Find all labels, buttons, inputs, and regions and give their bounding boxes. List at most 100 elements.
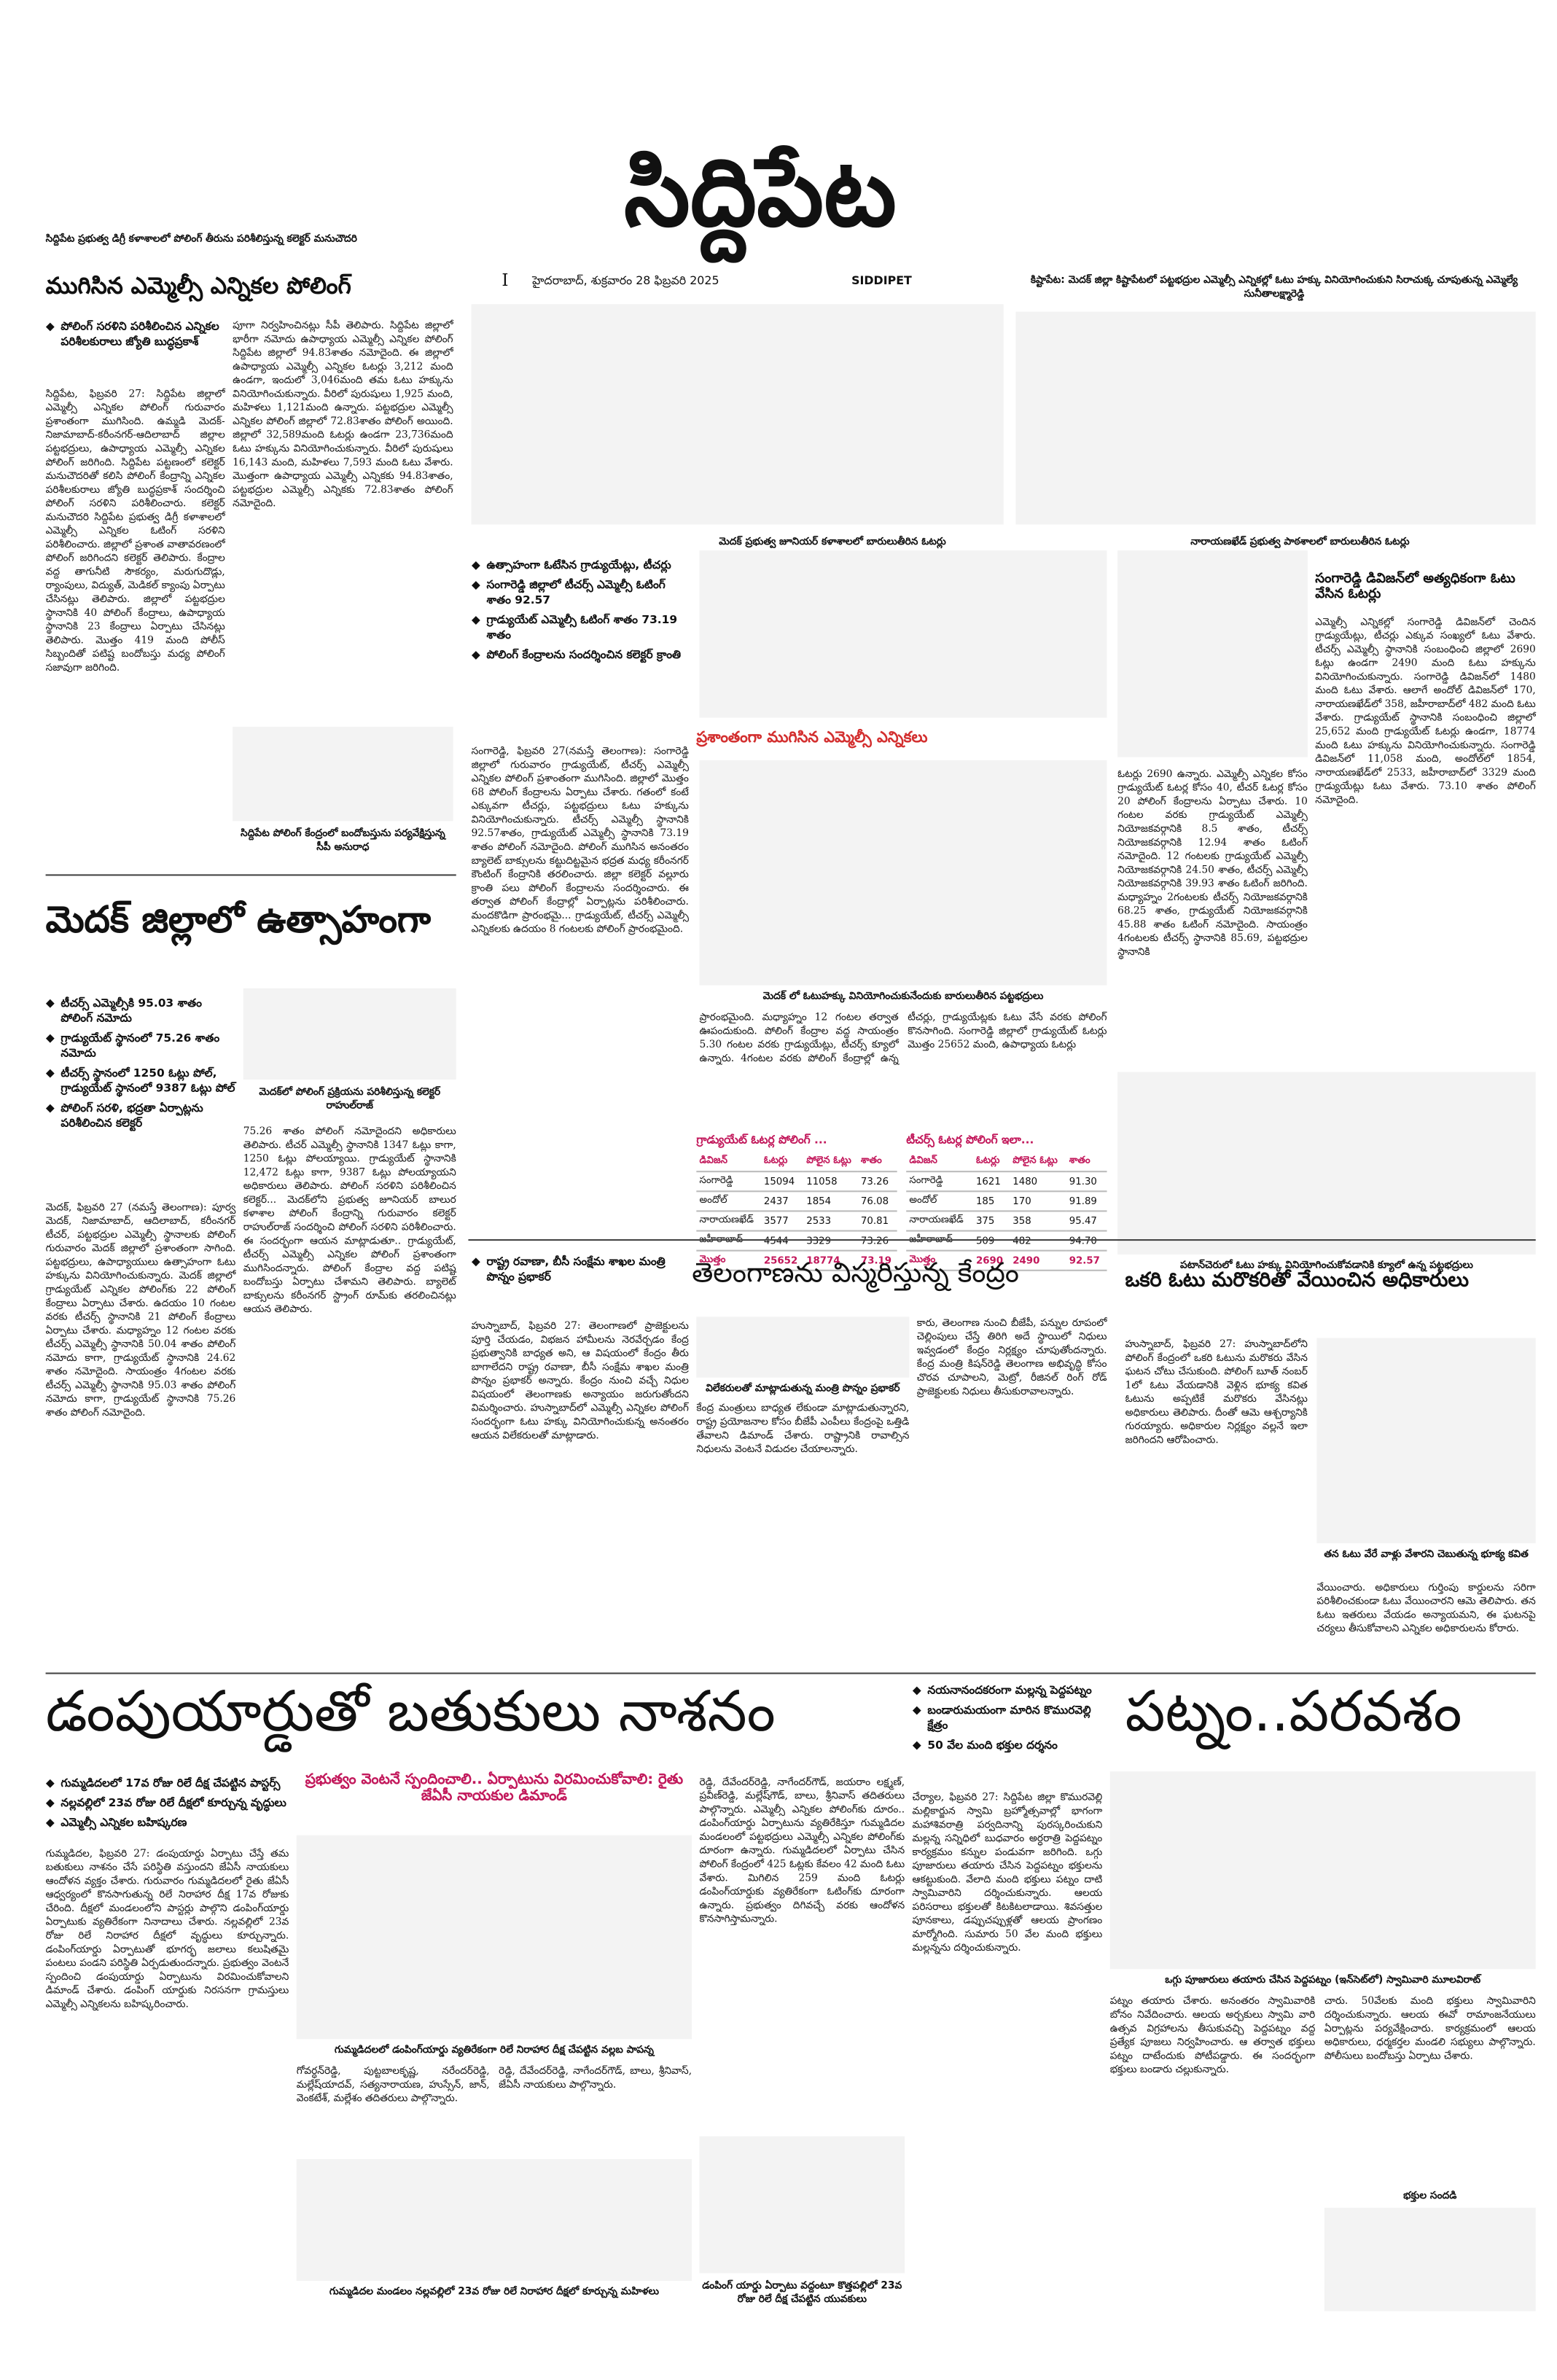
table-block: గ్రాడ్యుయేట్ ఓటర్ల పోలింగ్ ... డివిజన్ ఓటర…: [696, 1133, 897, 1271]
data-table: డివిజన్ ఓటర్లు పోలైన ఓట్లు శాతం సంగారెడ్డి 15…: [696, 1152, 897, 1271]
table-cell: 73.26: [857, 1230, 897, 1252]
divider: [468, 1239, 1536, 1241]
table-cell: అందోల్: [906, 1191, 973, 1212]
table-cell: 18774: [803, 1250, 858, 1271]
bullets: ఉత్సాహంగా ఓటేసిన గ్రాడ్యుయేట్లు, టీచర్లు…: [472, 558, 692, 668]
table-row: జహీరాబాద్ 4544 3329 73.26: [696, 1230, 897, 1252]
body-text: సంగారెడ్డి, ఫిబ్రవరి 27(నమస్తే తెలంగాణ):…: [471, 745, 689, 935]
photo: [1117, 550, 1308, 757]
table-cell: 92.57: [1066, 1250, 1107, 1271]
table-title: గ్రాడ్యుయేట్ ఓటర్ల పోలింగ్ ...: [696, 1132, 827, 1147]
table-cell: 2490: [1010, 1250, 1066, 1271]
table-cell: నారాయణఖేడ్: [906, 1211, 973, 1232]
bullet-item: గుమ్మడిదలలో 17వ రోజు రిలే దీక్ష చేపట్టిన…: [46, 1776, 289, 1791]
bullet-item: 50 వేల మంది భక్తుల దర్శనం: [913, 1738, 1110, 1753]
headline: ప్రశాంతంగా ముగిసిన ఎమ్మెల్సీ ఎన్నికలు: [696, 730, 928, 747]
bullets: రాష్ట్ర రవాణా, బీసీ సంక్షేమ శాఖల మంత్రి …: [472, 1255, 689, 1290]
body-text: సిద్దిపేట, ఫిబ్రవరి 27: సిద్దిపేట జిల్లా…: [45, 387, 225, 674]
photo: [243, 988, 456, 1080]
headline: డంపుయార్డుతో బతుకులు నాశనం: [45, 1678, 776, 1744]
table-cell: 94.70: [1066, 1230, 1107, 1252]
table-cell: సంగారెడ్డి: [906, 1171, 973, 1193]
headline: మెదక్ జిల్లాలో ఉత్సాహంగా: [45, 898, 432, 942]
bullet-item: టీచర్స్ ఎమ్మెల్సీకి 95.03 శాతం పోలింగ్ న…: [46, 996, 236, 1026]
photo: [296, 1835, 692, 2040]
table-cell: ఓటర్లు: [760, 1152, 804, 1173]
table-row: నారాయణఖేడ్ 3577 2533 70.81: [696, 1211, 897, 1232]
subheadline: ప్రభుత్వం వెంటనే స్పందించాలి.. ఏర్పాటును…: [305, 1771, 684, 1805]
table-row: అందోల్ 185 170 91.89: [906, 1191, 1107, 1212]
caption: డంపింగ్ యార్డు ఏర్పాటు వద్దంటూ కొత్తపల్ల…: [702, 2279, 902, 2305]
body-text: గోవర్ధన్‌రెడ్డి, పుట్టబాలకృష్ణ, నరేందర్‌…: [296, 2064, 490, 2104]
caption: ఒగ్గు పూజారులు తయారు చేసిన పెద్దపట్నం (ఇ…: [1165, 1973, 1481, 1986]
body-text: ఎమ్మెల్సీ ఎన్నికల్లో సంగారెడ్డి డివిజన్‌…: [1315, 615, 1536, 806]
caption: భక్తుల సందడి: [1403, 2189, 1457, 2202]
caption: గుమ్మడిదల మండలం నల్లవల్లిలో 23వ రోజు రిల…: [329, 2285, 659, 2298]
photo: [1109, 1771, 1536, 1970]
photo: [1117, 1072, 1536, 1255]
masthead-title: సిద్దిపేట: [624, 136, 897, 249]
table-block: టీచర్స్ ఓటర్ల పోలింగ్ ఇలా... డివిజన్ ఓటర్ల…: [906, 1133, 1107, 1271]
body-text: చారు. 50వేలకు మంది భక్తులు స్వామివారిని …: [1324, 1994, 1536, 2062]
table-cell: జహీరాబాద్: [906, 1230, 973, 1252]
table-cell: 170: [1010, 1191, 1066, 1212]
body-text: ప్రారంభమైంది. మధ్యాహ్నం 12 గంటల తర్వాత ఊ…: [699, 1011, 1107, 1065]
bullets: పోలింగ్ సరళిని పరిశీలించిన ఎన్నికల పరిశీ…: [46, 319, 225, 354]
caption: గుమ్మడిదలలో డంపింగ్‌యార్డు వ్యతిరేకంగా ర…: [334, 2043, 654, 2056]
photo: [1015, 311, 1536, 525]
photo: [699, 550, 1107, 718]
bullets: గుమ్మడిదలలో 17వ రోజు రిలే దీక్ష చేపట్టిన…: [46, 1776, 289, 1835]
table-row: అందోల్ 2437 1854 76.08: [696, 1191, 897, 1212]
table-cell: 76.08: [857, 1191, 897, 1212]
caption: మెదక్‌లో పోలింగ్ ప్రక్రియను పరిశీలిస్తున…: [259, 1085, 441, 1111]
body-text: పూగా నిర్వహించినట్లు సీపీ తెలిపారు. సిద్…: [233, 319, 453, 510]
body-text: ఓటర్లు 2690 ఉన్నారు. ఎమ్మెల్సీ ఎన్నికల క…: [1117, 768, 1308, 959]
photo: [233, 727, 453, 822]
body-text: పట్నం తయారు చేశారు. అనంతరం స్వామివారికి …: [1109, 1994, 1316, 2076]
headline: ఒకరి ఓటు మరొకరితో వేయించిన అధికారులు: [1125, 1269, 1469, 1293]
headline: ముగిసిన ఎమ్మెల్సీ ఎన్నికల పోలింగ్: [45, 272, 351, 300]
caption: సిద్దిపేట ప్రభుత్వ డిగ్రీ కళాశాలలో పోలిం…: [45, 233, 357, 245]
body-text: చేర్యాల, ఫిబ్రవరి 27: సిద్దిపేట జిల్లా క…: [912, 1791, 1103, 1954]
divider: [45, 874, 456, 876]
table-cell: పోలైన ఓట్లు: [1010, 1152, 1066, 1173]
table-cell: శాతం: [857, 1152, 897, 1173]
table-cell: డివిజన్: [696, 1152, 761, 1173]
bullet-item: పోలింగ్ సరళిని పరిశీలించిన ఎన్నికల పరిశీ…: [46, 319, 225, 350]
caption: విలేకరులతో మాట్లాడుతున్న మంత్రి పొన్నం ప…: [706, 1382, 900, 1394]
photo: [696, 1316, 910, 1378]
body-text: వేయించారు. అధికారులు గుర్తింపు కార్డులను…: [1316, 1581, 1536, 1635]
table-row: సంగారెడ్డి 1621 1480 91.30: [906, 1171, 1107, 1193]
headline: సంగారెడ్డి డివిజన్‌లో అత్యధికంగా ఓటు వేస…: [1315, 571, 1515, 603]
body-text: కారు, తెలంగాణ నుంచి బీజేపీ, పన్నుల రూపంల…: [916, 1316, 1107, 1397]
body-text: కేంద్ర మంత్రులు బాధ్యత లేకుండా మాట్లాడుత…: [696, 1402, 910, 1456]
table-cell: 1854: [803, 1191, 858, 1212]
photo: [471, 304, 1004, 525]
bullet-item: టీచర్స్ స్థానంలో 1250 ఓట్లు పోల్, గ్రాడ్…: [46, 1066, 236, 1096]
table-cell: 4544: [760, 1230, 804, 1252]
table-cell: 70.81: [857, 1211, 897, 1232]
table-cell: 509: [972, 1230, 1010, 1252]
headline: తెలంగాణను విస్మరిస్తున్న కేంద్రం: [692, 1257, 1019, 1290]
bullet-item: రాష్ట్ర రవాణా, బీసీ సంక్షేమ శాఖల మంత్రి …: [472, 1255, 689, 1285]
bullet-item: నల్లవల్లిలో 23వ రోజు రిలే దీక్షలో కూర్చు…: [46, 1795, 289, 1811]
bullet-item: నయనానందకరంగా మల్లన్న పెద్దపట్నం: [913, 1683, 1110, 1698]
table-cell: 2690: [972, 1250, 1010, 1271]
headline: పట్నం..పరవశం: [1125, 1678, 1462, 1744]
caption: కిష్టాపేట: మెదక్ జిల్లా కిష్టాపేటలో పట్ట…: [1030, 273, 1518, 300]
table-cell: 358: [1010, 1211, 1066, 1232]
table-cell: 375: [972, 1211, 1010, 1232]
bullet-item: గ్రాడ్యుయేట్ ఎమ్మెల్సీ ఓటింగ్ శాతం 73.19…: [472, 613, 692, 644]
photo: [1316, 1338, 1536, 1544]
bullet-item: పోలింగ్ కేంద్రాలను సందర్శించిన కలెక్టర్ …: [472, 648, 692, 663]
caption: నారాయణఖేడ్ ప్రభుత్వ పాఠశాలలో బారులుతీరిన…: [1190, 535, 1410, 547]
table-cell: శాతం: [1066, 1152, 1107, 1173]
bullet-item: ఉత్సాహంగా ఓటేసిన గ్రాడ్యుయేట్లు, టీచర్లు: [472, 558, 692, 574]
caption: మెదక్ ప్రభుత్వ జూనియర్ కళాశాలలో బారులుతీ…: [719, 535, 946, 547]
table-row: నారాయణఖేడ్ 375 358 95.47: [906, 1211, 1107, 1232]
table-cell: సంగారెడ్డి: [696, 1171, 761, 1193]
table-cell: 73.19: [857, 1250, 897, 1271]
table-row: మొత్తం 2690 2490 92.57: [906, 1250, 1107, 1271]
